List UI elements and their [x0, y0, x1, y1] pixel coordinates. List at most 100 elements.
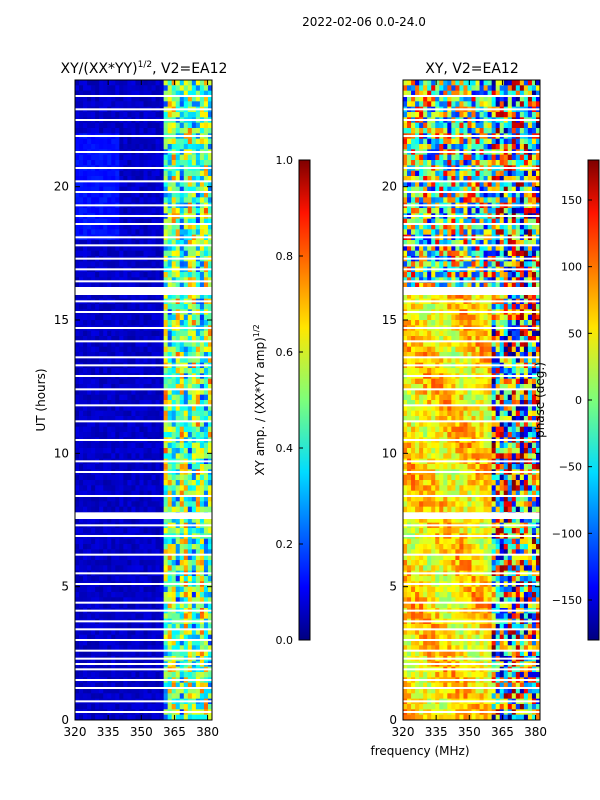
heatmap-cell: [483, 176, 489, 182]
heatmap-cell: [163, 474, 169, 481]
heatmap-cell: [139, 453, 144, 460]
heatmap-cell: [79, 592, 84, 598]
heatmap-cell: [183, 560, 189, 566]
heatmap-cell: [171, 314, 177, 321]
heatmap-cell: [179, 506, 185, 513]
heatmap-cell: [75, 693, 80, 700]
heatmap-cell: [135, 346, 140, 353]
heatmap-cell: [435, 154, 440, 161]
heatmap-cell: [83, 592, 88, 598]
heatmap-cell: [419, 181, 424, 188]
heatmap-cell: [79, 650, 84, 657]
heatmap-cell: [187, 277, 193, 284]
heatmap-cell: [111, 346, 116, 353]
heatmap-cell: [507, 181, 513, 188]
heatmap-cell: [531, 112, 537, 118]
heatmap-cell: [151, 101, 156, 108]
heatmap-cell: [127, 629, 132, 636]
heatmap-cell: [191, 560, 197, 566]
heatmap-cell: [103, 277, 108, 284]
heatmap-cell: [131, 245, 136, 252]
heatmap-cell: [167, 693, 173, 700]
heatmap-cell: [115, 496, 120, 502]
heatmap-cell: [99, 101, 104, 108]
heatmap-cell: [79, 506, 84, 513]
heatmap-cell: [139, 517, 144, 524]
heatmap-cell: [139, 464, 144, 470]
heatmap-cell: [195, 602, 201, 609]
heatmap-cell: [127, 506, 132, 513]
heatmap-cell: [159, 320, 165, 326]
heatmap-cell: [103, 224, 108, 230]
heatmap-cell: [495, 90, 501, 97]
heatmap-cell: [103, 357, 108, 364]
heatmap-cell: [99, 464, 104, 470]
heatmap-cell: [95, 602, 100, 609]
heatmap-cell: [199, 192, 205, 198]
heatmap-cell: [139, 112, 144, 118]
heatmap-cell: [463, 186, 468, 193]
heatmap-cell: [147, 378, 152, 385]
heatmap-cell: [175, 240, 181, 246]
heatmap-cell: [439, 186, 444, 193]
heatmap-cell: [183, 538, 189, 545]
heatmap-cell: [195, 368, 201, 374]
heatmap-cell: [411, 192, 416, 198]
heatmap-cell: [175, 170, 181, 177]
heatmap-cell: [407, 138, 412, 145]
heatmap-cell: [195, 464, 201, 470]
heatmap-cell: [119, 197, 124, 204]
heatmap-cell: [75, 181, 80, 188]
heatmap-cell: [159, 597, 165, 604]
heatmap-cell: [195, 314, 201, 321]
heatmap-cell: [111, 314, 116, 321]
heatmap-cell: [83, 501, 88, 508]
heatmap-cell: [175, 485, 181, 492]
heatmap-cell: [119, 330, 124, 337]
heatmap-cell: [167, 186, 173, 193]
heatmap-cell: [155, 688, 161, 694]
heatmap-cell: [191, 341, 197, 348]
heatmap-cell: [171, 101, 177, 108]
heatmap-cell: [447, 176, 452, 182]
heatmap-cell: [411, 90, 416, 97]
heatmap-cell: [535, 85, 541, 92]
heatmap-cell: [187, 197, 193, 204]
heatmap-cell: [187, 421, 193, 428]
heatmap-cell: [175, 565, 181, 572]
heatmap-cell: [535, 138, 541, 145]
heatmap-cell: [127, 181, 132, 188]
heatmap-cell: [175, 272, 181, 278]
heatmap-cell: [163, 218, 169, 225]
heatmap-cell: [119, 576, 124, 582]
heatmap-cell: [207, 421, 213, 428]
heatmap-cell: [155, 693, 161, 700]
heatmap-cell: [123, 112, 128, 118]
heatmap-cell: [155, 176, 161, 182]
heatmap-cell: [179, 416, 185, 422]
heatmap-cell: [491, 128, 497, 134]
heatmap-cell: [187, 181, 193, 188]
heatmap-cell: [99, 602, 104, 609]
heatmap-cell: [191, 277, 197, 284]
heatmap-cell: [195, 224, 201, 230]
heatmap-cell: [519, 80, 525, 86]
heatmap-cell: [155, 405, 161, 412]
heatmap-cell: [159, 448, 165, 454]
heatmap-cell: [191, 144, 197, 150]
heatmap-cell: [95, 682, 100, 689]
heatmap-cell: [99, 346, 104, 353]
colorbar-tick-label: 0.0: [276, 634, 294, 647]
heatmap-cell: [163, 602, 169, 609]
heatmap-cell: [95, 229, 100, 236]
heatmap-cell: [123, 586, 128, 593]
heatmap-cell: [167, 442, 173, 449]
heatmap-cell: [139, 501, 144, 508]
heatmap-cell: [103, 352, 108, 358]
heatmap-cell: [527, 160, 533, 166]
heatmap-cell: [479, 80, 484, 86]
heatmap-cell: [91, 432, 96, 438]
heatmap-cell: [423, 192, 428, 198]
heatmap-cell: [527, 96, 533, 102]
heatmap-cell: [79, 192, 84, 198]
